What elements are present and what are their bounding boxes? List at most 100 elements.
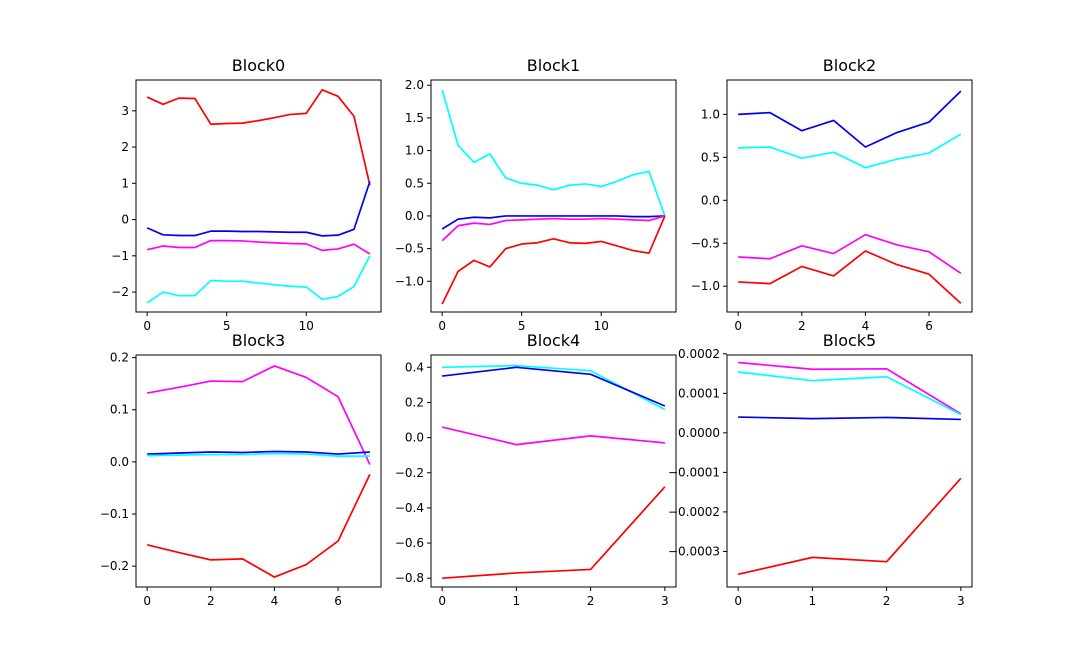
y-tick-label: −0.1 [100,507,129,521]
plot-frame [430,79,677,313]
y-tick-label: 0.1 [110,403,129,417]
y-tick-label: 3 [121,104,129,118]
x-tick-label: 3 [661,594,669,608]
x-tick-label: 3 [957,594,965,608]
plot-frame [135,354,382,588]
plot-frame [135,79,382,313]
x-tick-label: 2 [587,594,595,608]
y-tick-label: 0.4 [405,360,424,374]
y-tick-label: −0.8 [395,571,424,585]
series-line-red [442,486,666,580]
y-tick-label: −0.6 [395,536,424,550]
y-tick-label: 0 [121,213,129,227]
y-tick-label: −0.0001 [668,465,720,479]
chart-title: Block4 [527,331,580,350]
plot-frame [430,354,677,588]
plot-frame [726,79,973,313]
series-line-magenta [146,365,371,465]
y-tick-label: 0.0 [110,455,129,469]
x-tick-label: 4 [862,319,870,333]
series-line-cyan [147,452,370,457]
series-line-red [738,250,962,305]
x-tick-label: 0 [438,594,446,608]
x-tick-label: 10 [594,319,609,333]
y-tick-label: −0.2 [395,466,424,480]
series-line-cyan [146,255,371,304]
y-tick-label: 1.0 [405,144,424,158]
series-line-magenta [146,239,371,255]
x-tick-label: 0 [143,319,151,333]
x-tick-label: 0 [734,594,742,608]
chart-title: Block1 [527,56,580,75]
y-tick-label: −1 [111,249,129,263]
y-tick-label: 0.5 [701,150,720,164]
y-tick-label: 0.2 [110,351,129,365]
series-line-red [146,474,371,578]
y-tick-label: −1.0 [691,279,720,293]
series-line-cyan [738,133,962,169]
y-tick-label: 2 [121,140,129,154]
series-line-blue [738,416,961,421]
series-line-blue [147,450,370,455]
y-tick-label: −0.4 [395,501,424,515]
series-line-red [737,477,962,576]
x-tick-label: 0 [438,319,446,333]
series-line-blue [146,181,371,237]
x-tick-label: 6 [925,319,933,333]
x-tick-label: 2 [798,319,806,333]
chart-title: Block3 [232,331,285,350]
y-tick-label: −0.2 [100,559,129,573]
series-line-cyan [738,371,962,416]
x-tick-label: 5 [518,319,526,333]
series-line-red [146,88,371,186]
x-tick-label: 10 [299,319,314,333]
y-tick-label: 0.5 [405,176,424,190]
y-tick-label: 0.0 [405,431,424,445]
y-tick-label: −0.0003 [668,544,720,558]
series-line-magenta [738,233,962,275]
x-tick-label: 4 [271,594,279,608]
series-line-magenta [441,426,665,446]
y-tick-label: −0.5 [691,236,720,250]
series-line-red [441,215,666,305]
chart-panel-3: 0 2 4 6 −0.2 −0.1 0.0 0.1 0.2 Block3 [100,331,382,608]
chart-panel-4: 0 1 2 3 −0.8 −0.6 −0.4 −0.2 0.0 0.2 0.4 Block4 [395,331,677,608]
y-tick-label: −2 [111,285,129,299]
chart-panel-5: 0 1 2 3 −0.0003 −0.0002 −0.0001 0.0000 0.0001 0.0… [668,331,973,608]
plot-frame [726,354,973,588]
y-tick-label: 0.0 [701,193,720,207]
y-tick-label: 0.0001 [678,386,720,400]
y-tick-label: 1 [121,176,129,190]
x-tick-label: 2 [883,594,891,608]
x-tick-label: 6 [334,594,342,608]
y-tick-label: −0.0002 [668,505,720,519]
chart-title: Block0 [232,56,285,75]
x-tick-label: 1 [513,594,521,608]
y-tick-label: 2.0 [405,78,424,92]
chart-panel-1: 0 5 10 −1.0 −0.5 0.0 0.5 1.0 1.5 2.0 Block1 [395,56,677,333]
y-tick-label: 1.0 [701,107,720,121]
y-tick-label: 0.0002 [678,347,720,361]
series-line-blue [442,366,666,407]
x-tick-label: 2 [207,594,215,608]
x-tick-label: 1 [809,594,817,608]
chart-panel-2: 0 2 4 6 −1.0 −0.5 0.0 0.5 1.0 Block2 [691,56,973,333]
series-line-blue [441,215,665,230]
chart-title: Block2 [823,56,876,75]
x-tick-label: 5 [223,319,231,333]
y-tick-label: −0.5 [395,242,424,256]
chart-title: Block5 [823,331,876,350]
x-tick-label: 0 [734,319,742,333]
y-tick-label: −1.0 [395,274,424,288]
series-line-magenta [738,361,962,415]
series-line-cyan [441,89,666,217]
chart-panel-0: 0 5 10 −2 −1 0 1 2 3 Block0 [111,56,382,333]
y-tick-label: 0.0000 [678,426,720,440]
y-tick-label: 0.2 [405,395,424,409]
y-tick-label: 0.0 [405,209,424,223]
y-tick-label: 1.5 [405,111,424,125]
series-line-magenta [441,215,666,242]
x-tick-label: 0 [143,594,151,608]
series-line-blue [738,90,962,148]
